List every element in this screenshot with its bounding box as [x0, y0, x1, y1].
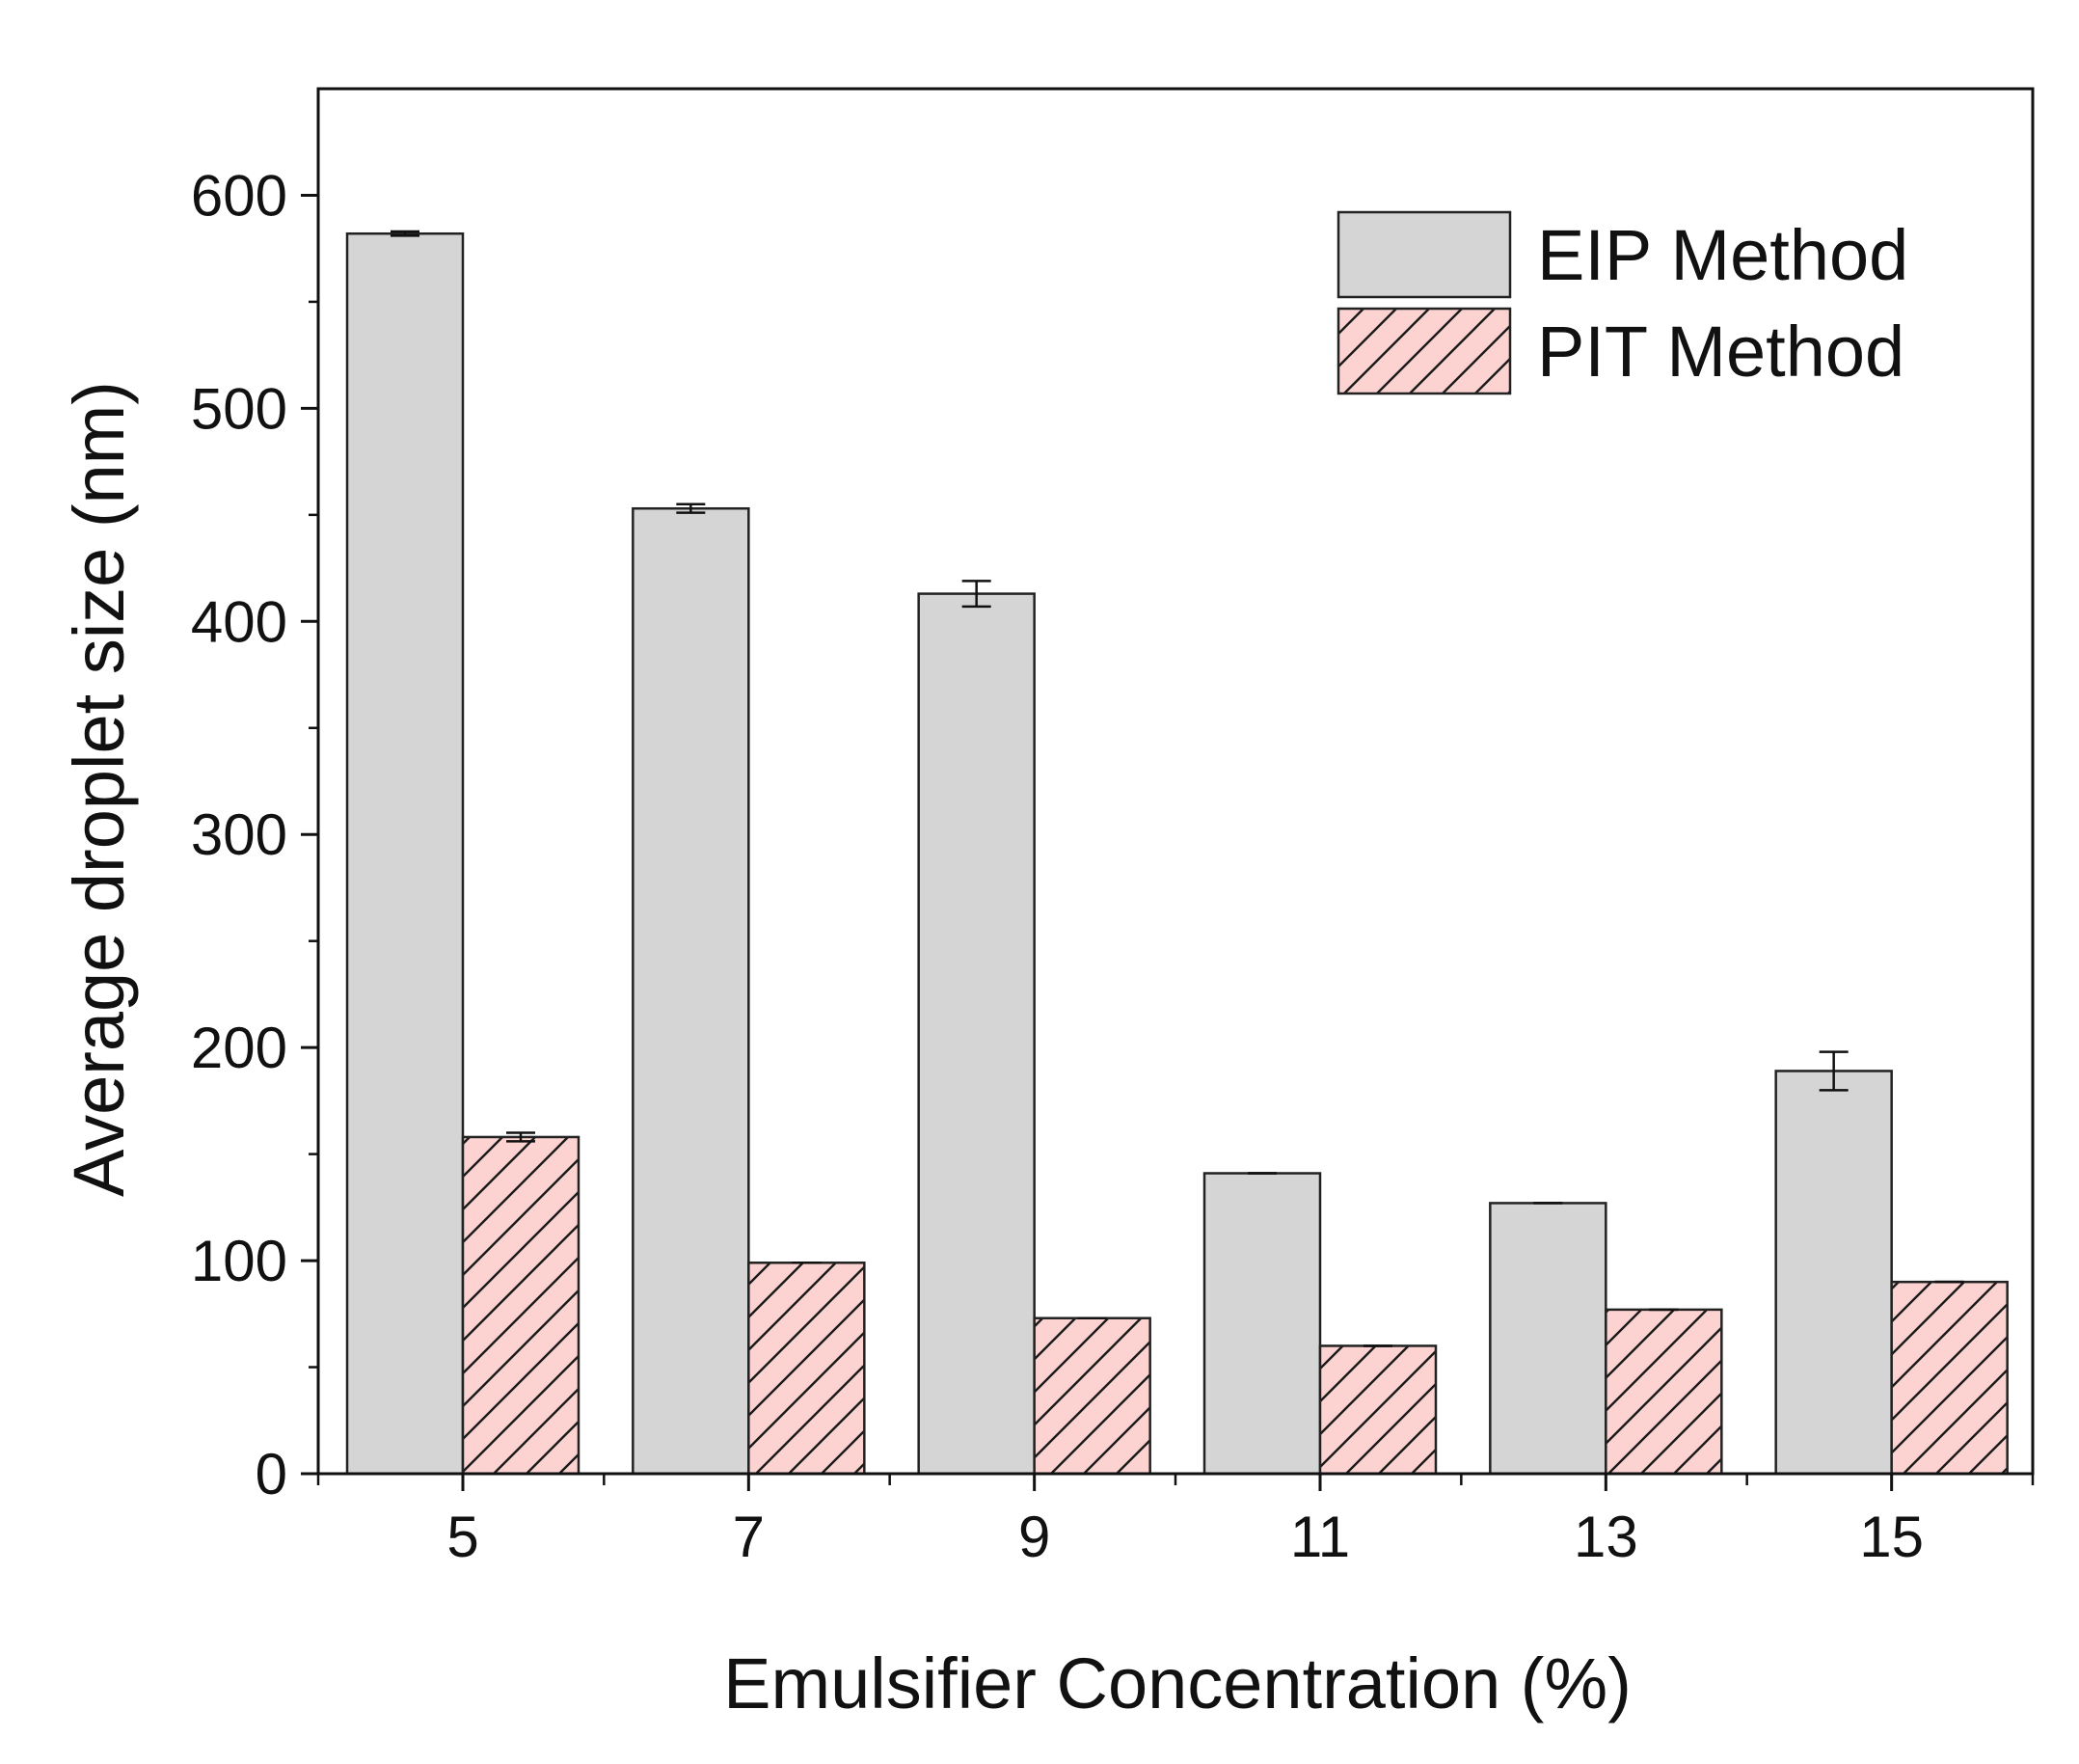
plot-area [345, 230, 2009, 1476]
bar-eip-method-15 [1774, 1070, 1893, 1476]
y-tick-label-0: 0 [256, 1442, 287, 1506]
bar-pit-method-5 [461, 1135, 580, 1476]
legend: EIP Method PIT Method [1336, 210, 1908, 395]
axes: 0 100 200 300 400 500 600 5 7 9 11 13 15 [191, 87, 2035, 1569]
x-tick-label-9: 9 [1018, 1505, 1050, 1569]
legend-label-eip-method: EIP Method [1537, 215, 1908, 295]
bar-eip-method-9 [917, 592, 1036, 1476]
bar-pit-method-13 [1605, 1308, 1723, 1476]
error-bar-eip-method-15 [1819, 1050, 1849, 1092]
error-bar-eip-method-9 [961, 580, 991, 609]
error-bar-pit-method-5 [506, 1131, 535, 1143]
y-tick-label-200: 200 [191, 1016, 287, 1080]
x-tick-label-13: 13 [1574, 1505, 1638, 1569]
y-axis-title: Average droplet size (nm) [59, 381, 139, 1197]
error-bar-eip-method-7 [676, 502, 706, 514]
bar-pit-method-7 [747, 1262, 866, 1476]
legend-label-pit-method: PIT Method [1537, 312, 1904, 392]
x-axis-title: Emulsifier Concentration (%) [723, 1643, 1632, 1723]
y-tick-label-100: 100 [191, 1229, 287, 1293]
bar-pit-method-15 [1890, 1280, 2009, 1476]
y-tick-label-600: 600 [191, 163, 287, 228]
bar-eip-method-5 [345, 231, 465, 1476]
bar-eip-method-11 [1202, 1172, 1322, 1476]
y-tick-label-500: 500 [191, 376, 287, 441]
bar-pit-method-9 [1033, 1316, 1151, 1476]
legend-swatch-eip-method [1336, 210, 1512, 299]
bar-eip-method-13 [1489, 1202, 1607, 1476]
x-tick-label-11: 11 [1290, 1505, 1350, 1569]
x-tick-label-7: 7 [733, 1505, 765, 1569]
x-tick-label-15: 15 [1859, 1505, 1924, 1569]
error-bar-eip-method-5 [391, 230, 419, 237]
bar-eip-method-7 [632, 506, 750, 1476]
legend-swatch-pit-method [1336, 307, 1512, 395]
x-tick-label-5: 5 [446, 1505, 478, 1569]
y-tick-label-400: 400 [191, 589, 287, 654]
y-tick-label-300: 300 [191, 802, 287, 867]
bar-pit-method-11 [1318, 1344, 1438, 1476]
